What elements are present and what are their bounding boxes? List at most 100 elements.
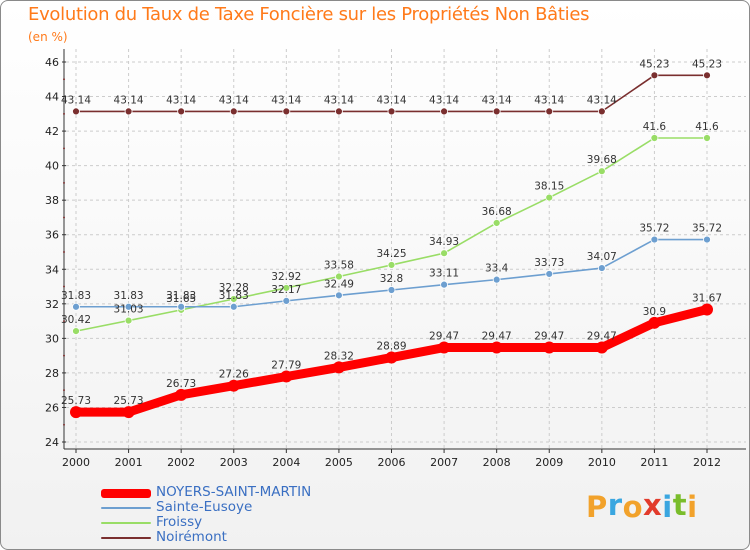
y-tick-label: 42 (45, 125, 59, 138)
legend-label: NOYERS-SAINT-MARTIN (156, 484, 312, 500)
data-point (650, 134, 659, 142)
data-label: 43.14 (114, 94, 144, 106)
data-point (177, 302, 186, 311)
data-point (701, 303, 713, 316)
data-label: 43.14 (219, 94, 249, 106)
legend-swatch (101, 537, 151, 539)
legend-swatch (101, 507, 151, 509)
data-point (280, 370, 293, 383)
y-tick-label: 38 (45, 194, 59, 207)
data-point (545, 193, 554, 202)
x-tick-label: 2007 (430, 456, 458, 469)
legend-label: Froissy (156, 514, 203, 530)
data-label: 34.25 (376, 248, 406, 260)
data-point (229, 107, 238, 116)
data-point (545, 270, 554, 278)
data-point (387, 286, 396, 294)
data-label: 36.68 (482, 206, 512, 218)
data-label: 32.28 (219, 282, 249, 294)
x-tick-label: 2009 (535, 456, 563, 469)
data-label: 33.11 (429, 268, 459, 280)
data-label: 27.79 (271, 360, 301, 372)
x-tick-label: 2004 (272, 456, 300, 469)
data-point (72, 302, 80, 311)
data-label: 30.42 (61, 314, 91, 326)
data-point (335, 107, 343, 116)
data-label: 30.9 (643, 306, 666, 318)
data-label: 27.26 (219, 369, 249, 381)
axes: 24 26 28 30 32 34 36 38 40 42 44 46 2000 2001 2002 2003… (45, 49, 746, 469)
y-tick-label: 44 (45, 91, 59, 104)
data-label: 43.14 (166, 94, 196, 106)
data-point (545, 107, 554, 116)
x-tick-label: 2002 (167, 456, 195, 469)
data-label: 31.67 (692, 293, 722, 305)
data-point (492, 275, 501, 284)
data-point (387, 261, 396, 269)
data-label: 39.68 (587, 154, 617, 166)
data-label: 41.6 (695, 121, 719, 133)
data-label: 29.47 (429, 331, 459, 343)
y-tick-label: 26 (45, 401, 59, 414)
data-point (229, 302, 238, 311)
x-tick-label: 2006 (378, 456, 406, 469)
data-label: 25.73 (114, 395, 144, 407)
data-point (597, 107, 606, 116)
data-point (385, 351, 398, 364)
y-tick-label: 36 (45, 229, 59, 242)
data-point (332, 361, 345, 374)
data-point (703, 235, 711, 244)
data-point (124, 316, 133, 325)
data-label: 29.47 (587, 331, 617, 343)
data-point (492, 219, 501, 227)
data-point (650, 235, 659, 244)
data-point (282, 296, 291, 305)
data-point (335, 291, 343, 300)
data-label: 31.83 (219, 290, 249, 302)
data-label: 43.14 (61, 94, 91, 106)
x-tick-label: 2011 (640, 456, 668, 469)
y-tick-label: 24 (45, 436, 59, 449)
data-point (282, 284, 291, 292)
data-point (387, 107, 396, 116)
data-label: 41.6 (643, 121, 667, 133)
data-label: 35.72 (692, 223, 722, 235)
data-point (229, 295, 238, 303)
data-label: 32.49 (324, 278, 354, 290)
data-point (597, 264, 606, 272)
x-tick-label: 2012 (693, 456, 721, 469)
data-point (597, 167, 606, 176)
series-lines (70, 71, 713, 419)
legend-label: Sainte-Eusoye (156, 499, 253, 515)
y-tick-label: 28 (45, 367, 59, 380)
x-tick-label: 2010 (588, 456, 616, 469)
data-label: 28.32 (324, 350, 354, 362)
x-tick-label: 2008 (483, 456, 511, 469)
data-point (438, 341, 451, 354)
data-label: 28.89 (376, 341, 406, 353)
data-label: 29.47 (534, 331, 564, 343)
data-point (335, 272, 343, 281)
data-label: 34.07 (587, 251, 617, 263)
data-label: 43.14 (587, 94, 617, 106)
data-label: 43.14 (376, 94, 406, 106)
data-point (703, 134, 711, 142)
data-label: 38.15 (534, 181, 564, 193)
data-label: 33.58 (324, 260, 354, 272)
data-label: 25.73 (61, 395, 91, 407)
y-tick-label: 46 (45, 56, 59, 69)
data-label: 32.17 (271, 284, 301, 296)
data-label: 32.92 (271, 271, 301, 283)
data-point (543, 341, 556, 354)
data-label: 45.23 (692, 58, 722, 70)
data-point (490, 341, 503, 354)
data-point (703, 71, 711, 80)
data-label: 31.03 (114, 304, 144, 316)
data-label: 34.93 (429, 236, 459, 248)
data-label: 31.83 (114, 290, 144, 302)
data-label: 43.14 (324, 94, 354, 106)
data-point (595, 341, 608, 354)
data-point (175, 388, 188, 401)
